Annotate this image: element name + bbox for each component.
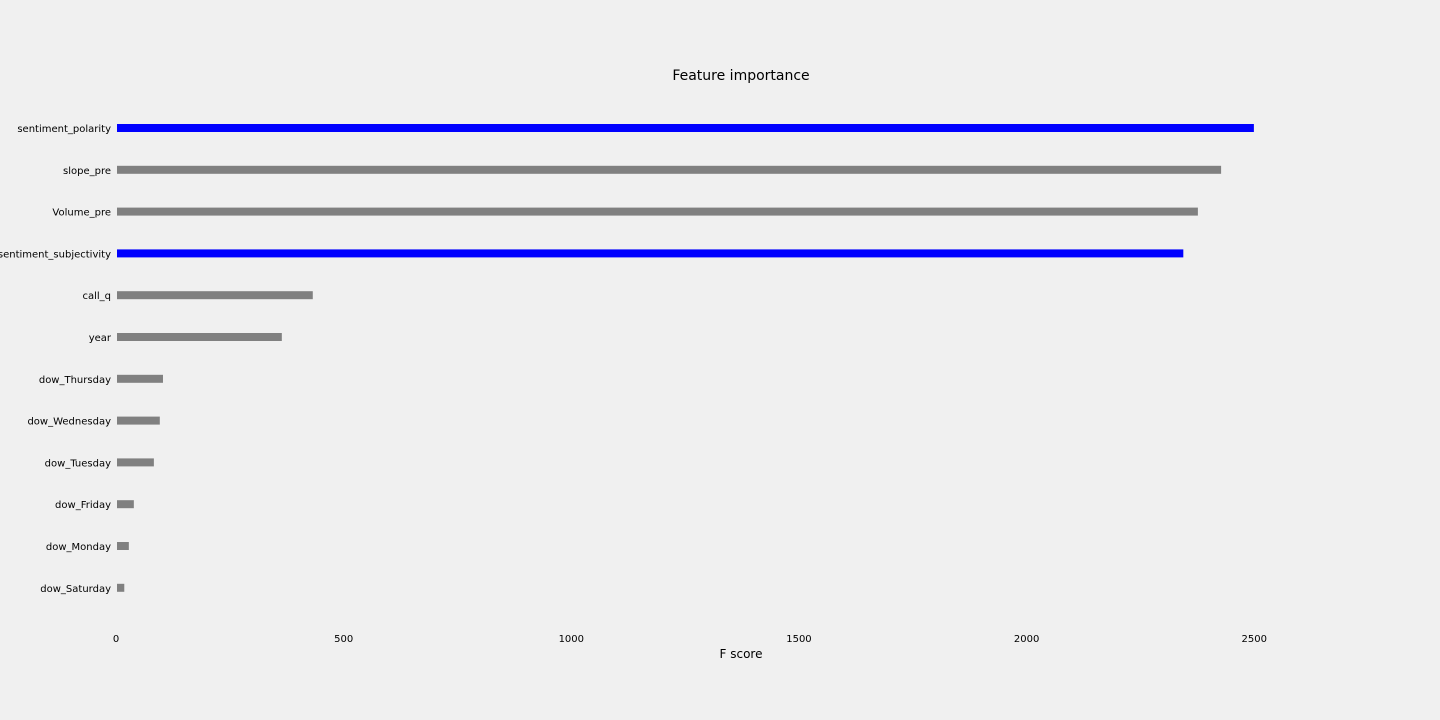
bar-dow-friday (117, 500, 134, 509)
x-tick-label: 1500 (786, 634, 811, 645)
y-tick-label: dow_Tuesday (45, 458, 111, 469)
bar-sentiment-polarity (117, 124, 1254, 132)
y-tick-label: dow_Wednesday (27, 417, 111, 428)
y-tick-label: dow_Friday (55, 500, 111, 511)
bar-dow-saturday (117, 583, 125, 592)
bar-dow-monday (117, 542, 129, 550)
y-tick-label: sentiment_subjectivity (0, 249, 111, 260)
y-tick-label: dow_Saturday (40, 584, 111, 595)
bar-call-q (117, 291, 313, 300)
x-tick-labels: 0 500 1000 1500 2000 2500 (113, 634, 1267, 645)
bar-sentiment-subjectivity (117, 249, 1184, 258)
x-tick-label: 1000 (559, 634, 584, 645)
y-tick-label: sentiment_polarity (17, 124, 111, 135)
x-tick-label: 0 (113, 634, 119, 645)
y-tick-label: dow_Monday (46, 542, 111, 553)
y-tick-label: dow_Thursday (39, 375, 111, 386)
x-tick-label: 2000 (1014, 634, 1039, 645)
x-tick-label: 500 (334, 634, 353, 645)
bar-dow-thursday (117, 374, 163, 383)
y-tick-label: slope_pre (63, 166, 111, 177)
y-tick-labels: sentiment_polarity slope_pre Volume_presen… (0, 124, 112, 595)
bar-year (117, 333, 282, 341)
y-tick-label: call_q (82, 291, 111, 302)
chart-title: Feature importance (672, 68, 809, 84)
bar-volume-pre (117, 207, 1198, 216)
y-tick-label: Volume_pre (52, 208, 111, 219)
x-tick-label: 2500 (1242, 634, 1267, 645)
bars-layer (117, 124, 1254, 592)
bar-dow-wednesday (117, 416, 160, 425)
bar-slope-pre (117, 165, 1222, 174)
bar-dow-tuesday (117, 458, 154, 467)
y-tick-label: year (89, 333, 112, 344)
x-axis-label: F score (720, 647, 763, 661)
